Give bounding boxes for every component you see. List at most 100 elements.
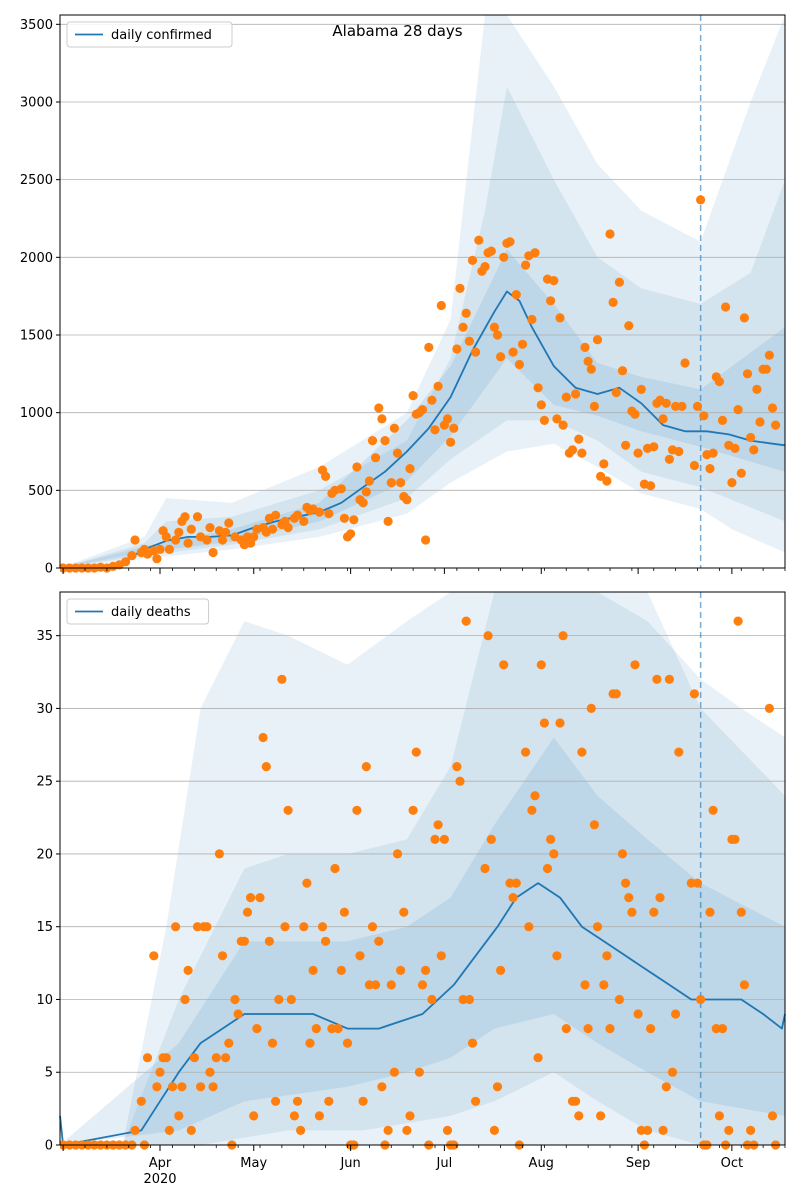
deaths-data-point <box>186 1125 196 1135</box>
deaths-data-point <box>717 1024 728 1034</box>
deaths-data-point <box>580 980 590 990</box>
deaths-data-point <box>627 907 637 917</box>
confirmed-data-point <box>424 342 434 352</box>
confirmed-data-point <box>402 495 412 505</box>
deaths-data-point <box>492 1082 503 1092</box>
deaths-data-point <box>342 1038 353 1048</box>
deaths-data-point <box>314 1111 324 1121</box>
confirmed-y-tick-label: 2500 <box>20 173 53 188</box>
deaths-data-point <box>736 907 746 917</box>
confirmed-data-point <box>508 347 518 357</box>
deaths-data-point <box>621 878 631 888</box>
deaths-panel: 0 5 10 15 20 25 30 35 Apr May Jun Jul Aug Sep Oct 2020… <box>36 591 786 1187</box>
confirmed-data-point <box>474 235 484 245</box>
deaths-data-point <box>708 805 718 815</box>
confirmed-data-point <box>533 383 543 393</box>
confirmed-data-point <box>721 302 731 312</box>
deaths-data-point <box>352 805 362 815</box>
deaths-data-point <box>283 805 293 815</box>
confirmed-data-point <box>271 510 281 520</box>
deaths-data-point <box>714 1111 725 1121</box>
deaths-data-point <box>617 849 628 859</box>
deaths-data-point <box>286 994 296 1005</box>
deaths-data-point <box>549 849 559 859</box>
confirmed-y-tick-label: 3500 <box>20 18 53 33</box>
deaths-data-point <box>242 907 253 917</box>
confirmed-data-point <box>530 248 540 258</box>
deaths-data-point <box>524 922 534 932</box>
deaths-data-point <box>630 660 640 670</box>
confirmed-data-point <box>408 391 418 401</box>
deaths-data-point <box>296 1125 306 1135</box>
x-tick-label-apr: Apr <box>149 1156 172 1171</box>
deaths-data-point <box>280 922 290 932</box>
deaths-data-point <box>258 732 268 743</box>
confirmed-data-point <box>449 423 459 433</box>
confirmed-data-point <box>586 364 596 374</box>
confirmed-data-point <box>224 518 234 528</box>
deaths-data-point <box>205 1067 215 1077</box>
deaths-data-point <box>130 1125 140 1135</box>
deaths-data-point <box>486 834 496 845</box>
deaths-data-point <box>664 674 675 684</box>
deaths-data-point <box>596 1111 606 1121</box>
deaths-data-point <box>705 907 715 917</box>
confirmed-data-point <box>511 290 521 300</box>
deaths-data-point <box>164 1125 174 1135</box>
deaths-data-point <box>646 1024 656 1034</box>
deaths-data-point <box>271 1096 281 1106</box>
confirmed-data-point <box>458 322 468 332</box>
deaths-data-point <box>171 922 181 932</box>
confirmed-data-point <box>617 366 628 376</box>
deaths-data-point <box>433 820 443 830</box>
deaths-data-point <box>252 1024 262 1034</box>
confirmed-data-point <box>358 498 368 508</box>
confirmed-panel: 0 500 1000 1500 2000 2500 3000 3500 Alabama 28 … <box>20 14 786 577</box>
deaths-data-point <box>436 951 446 961</box>
confirmed-data-point <box>624 321 634 331</box>
deaths-data-point <box>386 980 396 990</box>
confirmed-data-point <box>746 432 756 443</box>
confirmed-data-point <box>646 481 656 491</box>
confirmed-data-point <box>314 507 324 517</box>
deaths-data-point <box>642 1125 653 1135</box>
deaths-data-point <box>733 616 743 626</box>
deaths-data-point <box>396 965 406 976</box>
confirmed-data-point <box>552 414 562 424</box>
deaths-data-point <box>764 703 775 714</box>
confirmed-data-point <box>521 260 531 270</box>
deaths-data-point <box>464 994 474 1005</box>
confirmed-data-point <box>596 471 606 481</box>
confirmed-data-point <box>127 551 137 561</box>
deaths-data-point <box>333 1024 343 1034</box>
confirmed-data-point <box>446 437 456 447</box>
confirmed-data-point <box>546 296 556 306</box>
x-year-label: 2020 <box>143 1172 176 1187</box>
deaths-data-point <box>277 674 287 684</box>
confirmed-data-point <box>636 384 646 394</box>
deaths-data-point <box>208 1082 218 1092</box>
deaths-data-point <box>571 1096 581 1106</box>
confirmed-data-point <box>705 464 715 474</box>
deaths-data-point <box>377 1082 387 1092</box>
confirmed-data-point <box>649 442 659 452</box>
confirmed-data-point <box>677 401 687 411</box>
deaths-data-point <box>211 1053 221 1063</box>
deaths-data-point <box>136 1096 146 1106</box>
deaths-data-point <box>174 1111 184 1121</box>
deaths-legend-box <box>66 598 210 625</box>
confirmed-data-point <box>764 350 775 360</box>
confirmed-data-point <box>427 395 437 405</box>
deaths-data-point <box>299 922 309 932</box>
deaths-data-point <box>355 951 365 961</box>
confirmed-data-point <box>614 277 625 287</box>
confirmed-data-point <box>555 313 565 323</box>
confirmed-data-point <box>377 414 387 424</box>
confirmed-data-point <box>336 484 346 494</box>
deaths-data-point <box>611 689 621 699</box>
deaths-data-point <box>289 1111 299 1121</box>
deaths-data-point <box>230 994 240 1005</box>
deaths-data-point <box>467 1038 478 1048</box>
x-tick-label-oct: Oct <box>721 1156 743 1171</box>
